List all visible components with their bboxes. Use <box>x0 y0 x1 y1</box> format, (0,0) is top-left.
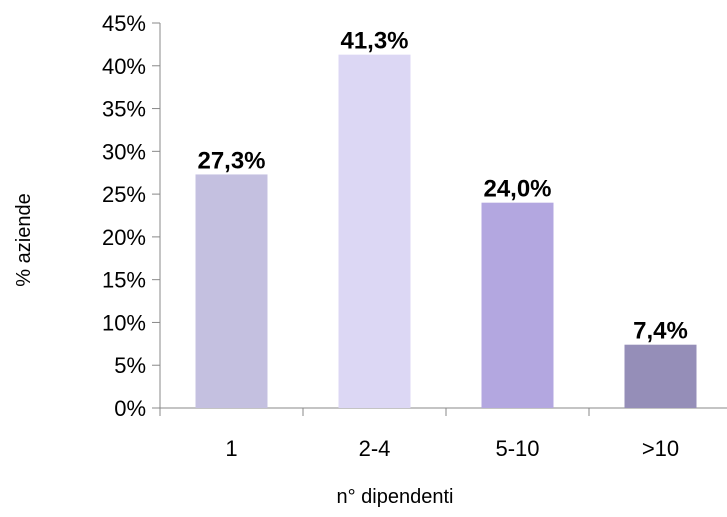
data-label-3: 24,0% <box>483 176 551 203</box>
data-label-4: 7,4% <box>633 318 688 345</box>
y-axis: 0% 5% 10% 15% 20% 25% 30% 35% 40% 45% <box>102 11 161 421</box>
bar-4 <box>624 344 697 408</box>
y-tick-label: 35% <box>102 97 146 122</box>
bar-2 <box>338 54 411 409</box>
y-tick-label: 5% <box>114 353 146 378</box>
y-tick-label: 30% <box>102 139 146 164</box>
y-tick-label: 40% <box>102 54 146 79</box>
x-tick-label: 1 <box>225 436 237 461</box>
y-axis-title: % aziende <box>13 193 35 286</box>
data-labels: 27,3% 41,3% 24,0% 7,4% <box>197 28 687 345</box>
x-tick-label: 2-4 <box>359 436 391 461</box>
y-tick-label: 20% <box>102 225 146 250</box>
bar-1 <box>195 174 268 408</box>
x-axis: 1 2-4 5-10 >10 <box>159 407 727 461</box>
x-axis-title: n° dipendenti <box>337 486 454 508</box>
x-tick-label: 5-10 <box>495 436 539 461</box>
y-tick-label: 15% <box>102 268 146 293</box>
y-tick-label: 0% <box>114 396 146 421</box>
data-label-2: 41,3% <box>340 28 408 55</box>
bar-3 <box>481 202 554 408</box>
y-tick-label: 45% <box>102 11 146 36</box>
bars <box>195 54 697 409</box>
data-label-1: 27,3% <box>197 147 265 174</box>
y-tick-label: 25% <box>102 182 146 207</box>
y-tick-label: 10% <box>102 310 146 335</box>
x-tick-label: >10 <box>642 436 679 461</box>
